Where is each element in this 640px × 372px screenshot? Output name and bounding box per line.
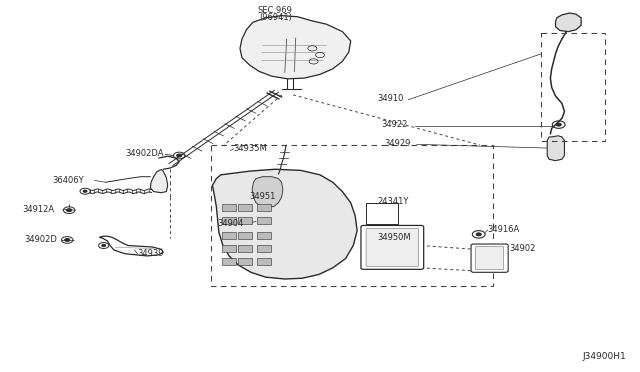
Text: 34935M: 34935M (234, 144, 268, 153)
Text: 34939: 34939 (138, 249, 164, 258)
Circle shape (556, 123, 561, 126)
Polygon shape (240, 16, 351, 79)
Text: 34910: 34910 (378, 94, 404, 103)
Text: 34922: 34922 (381, 120, 407, 129)
Bar (257, 204, 271, 211)
Text: 34912A: 34912A (22, 205, 54, 214)
Text: J34900H1: J34900H1 (582, 352, 626, 361)
Text: 34902: 34902 (509, 244, 535, 253)
Bar (366, 203, 398, 224)
Text: 34902D: 34902D (24, 235, 57, 244)
Polygon shape (150, 170, 168, 193)
Bar (238, 204, 252, 211)
Bar (222, 204, 236, 211)
Bar (238, 258, 252, 265)
Text: 34951: 34951 (250, 192, 276, 201)
Bar (257, 232, 271, 239)
Polygon shape (99, 236, 163, 256)
Text: 34904: 34904 (218, 219, 244, 228)
Polygon shape (556, 13, 581, 32)
Circle shape (102, 244, 106, 247)
Bar (222, 217, 236, 224)
Text: (96941): (96941) (259, 13, 292, 22)
Polygon shape (212, 169, 357, 279)
FancyBboxPatch shape (471, 244, 508, 272)
Text: 36406Y: 36406Y (52, 176, 84, 185)
Circle shape (67, 209, 72, 212)
Bar (257, 217, 271, 224)
FancyBboxPatch shape (366, 228, 419, 266)
Bar (257, 245, 271, 252)
Circle shape (177, 154, 182, 157)
Circle shape (476, 233, 481, 236)
Text: 34929: 34929 (384, 139, 410, 148)
Text: SEC.969: SEC.969 (258, 6, 292, 15)
Polygon shape (547, 136, 564, 161)
FancyBboxPatch shape (476, 247, 504, 270)
Bar (222, 258, 236, 265)
Bar (238, 245, 252, 252)
Circle shape (65, 238, 70, 241)
Text: 24341Y: 24341Y (378, 197, 409, 206)
Polygon shape (252, 177, 283, 208)
Text: 34916A: 34916A (488, 225, 520, 234)
Bar (222, 245, 236, 252)
Text: 34902DA: 34902DA (125, 149, 163, 158)
Bar (257, 258, 271, 265)
Bar (222, 232, 236, 239)
Circle shape (83, 190, 87, 192)
Bar (238, 232, 252, 239)
Bar (238, 217, 252, 224)
Text: 34950M: 34950M (378, 233, 412, 242)
Bar (211, 145, 493, 286)
FancyBboxPatch shape (361, 225, 424, 269)
Bar (541, 33, 605, 141)
